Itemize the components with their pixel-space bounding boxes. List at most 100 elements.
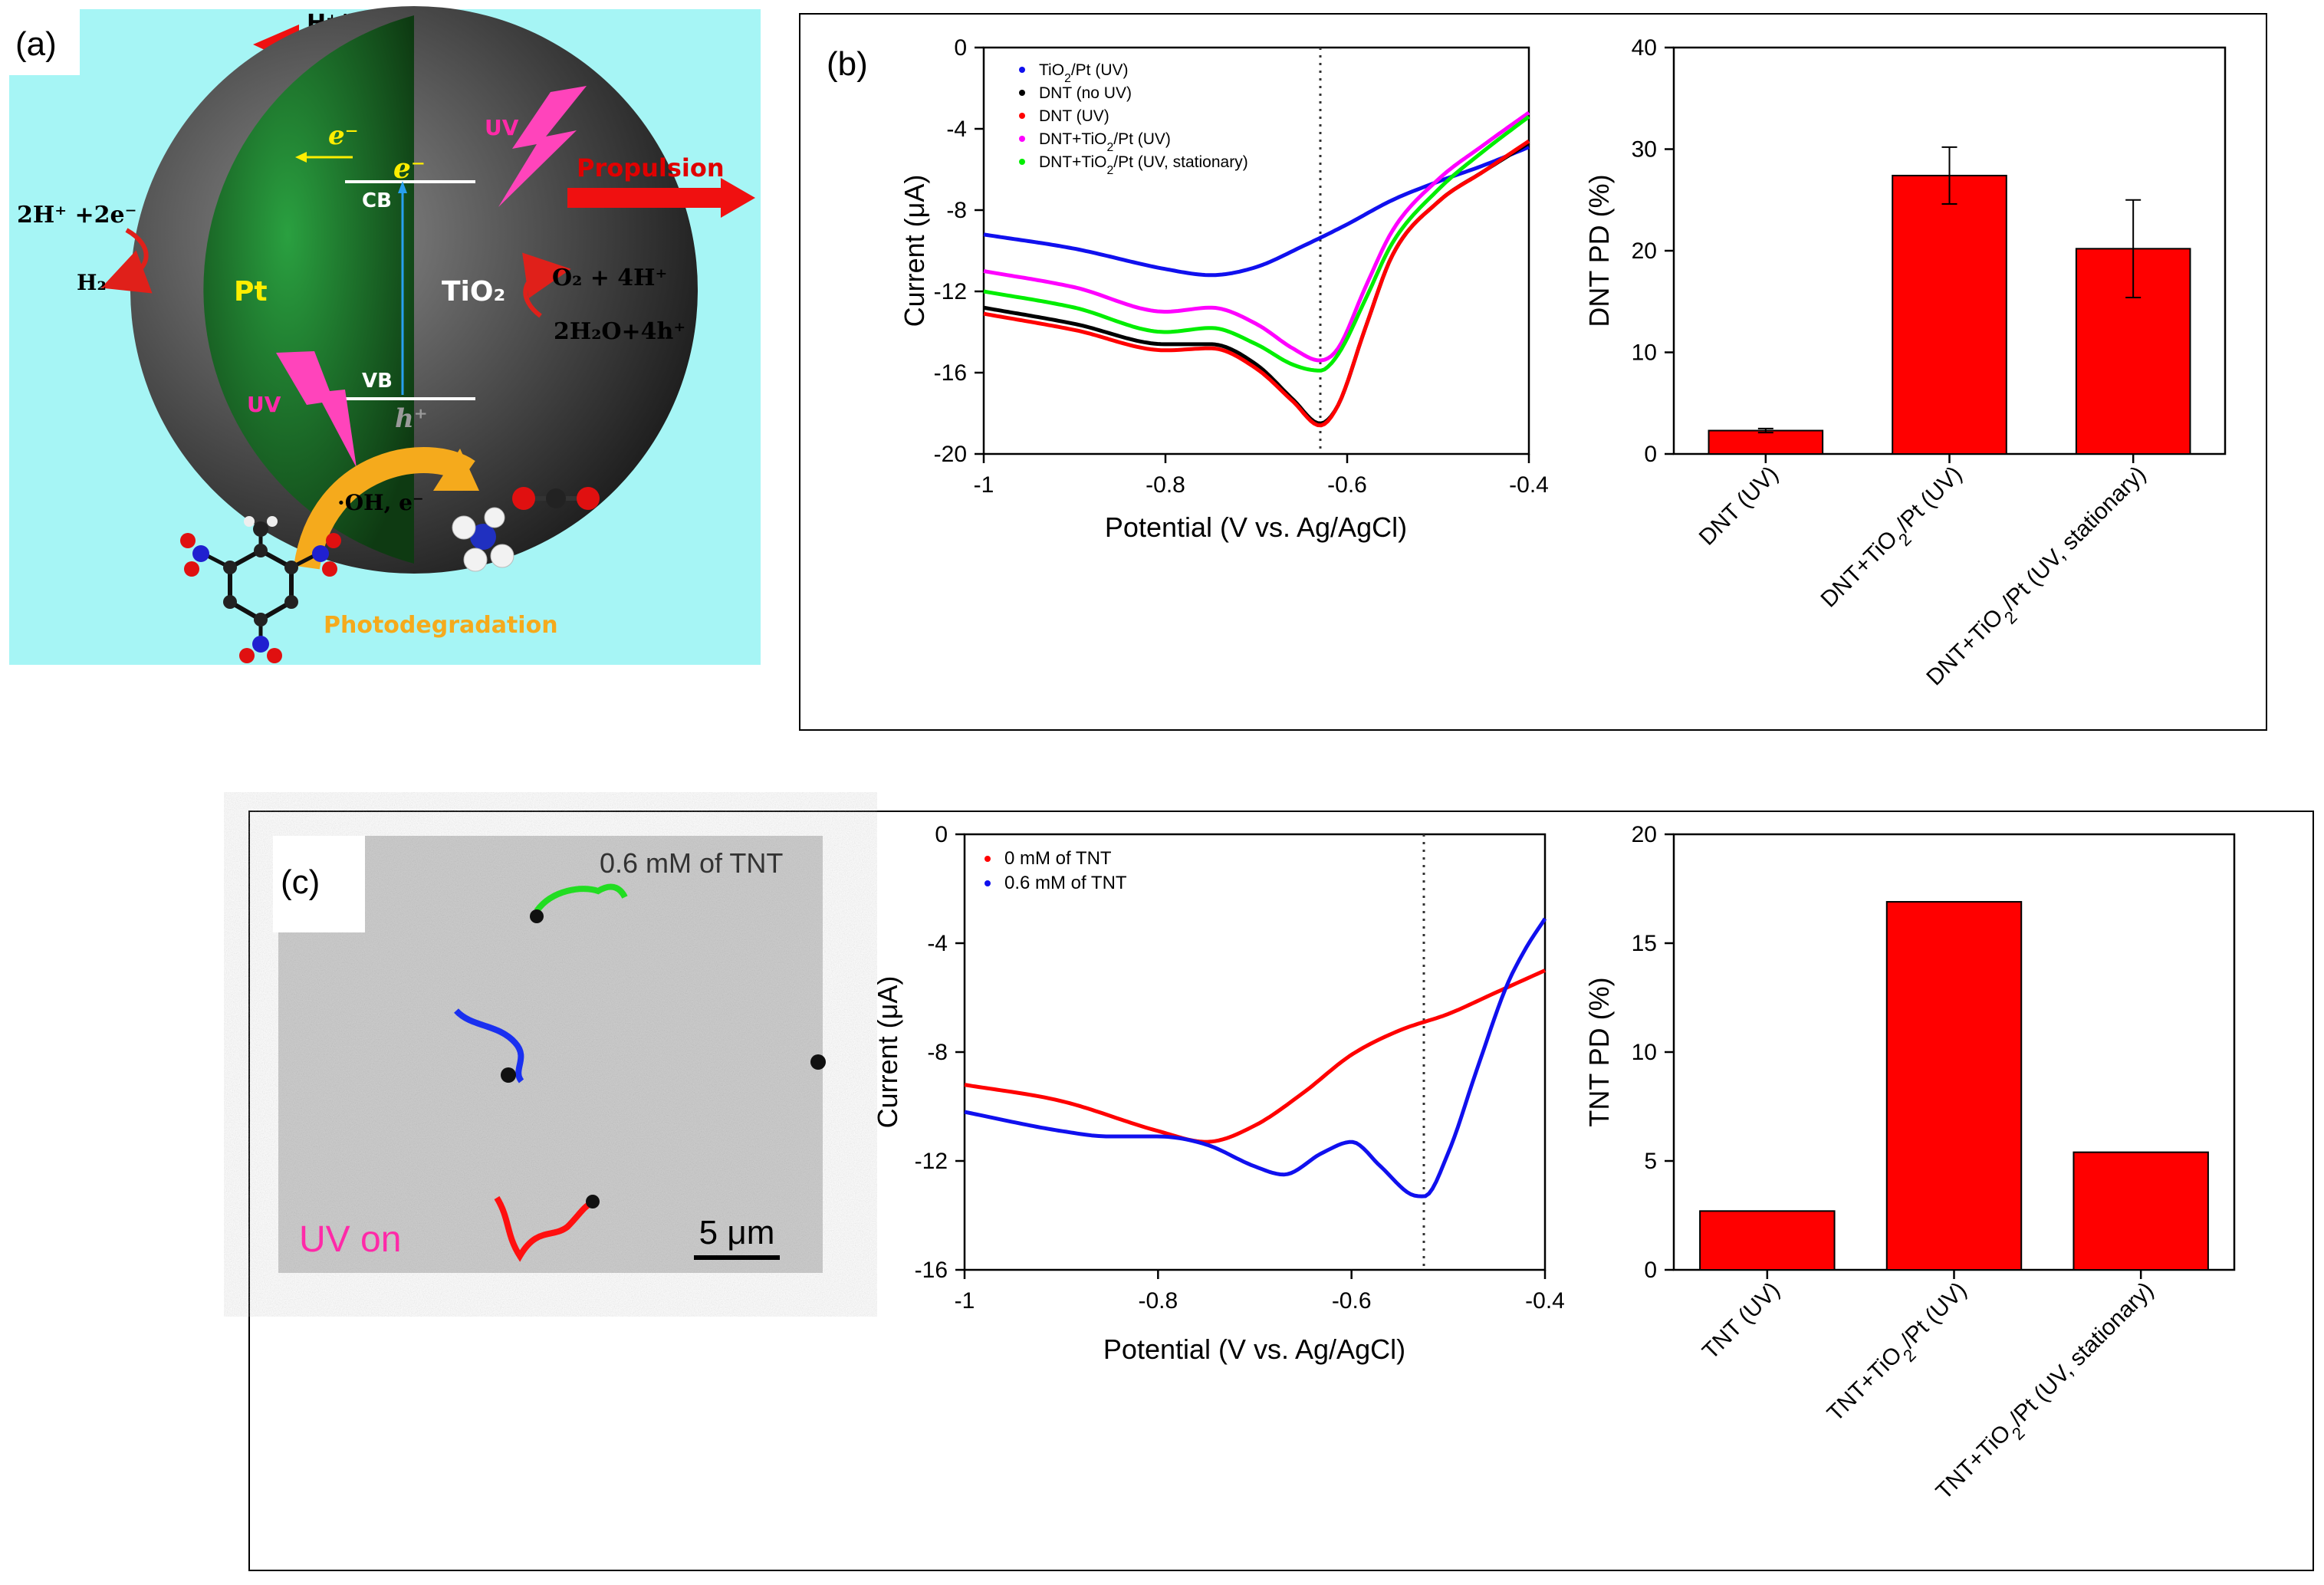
water-oxidation-label: 2H₂O+4h⁺: [554, 318, 685, 345]
vb-hole-label: h⁺: [395, 403, 428, 434]
pt-label: Pt: [234, 276, 268, 307]
y-tick-label: 0: [954, 35, 967, 61]
chart-c2-ylabel: TNT PD (%): [1583, 977, 1615, 1126]
x-tick-label: -0.6: [1327, 472, 1367, 498]
chart-b2-bars: [1708, 146, 2191, 455]
chart-b-xlabel: Potential (V vs. Ag/AgCl): [1105, 511, 1407, 543]
proton-reduction-label: 2H⁺ +2e⁻: [17, 202, 136, 229]
chart-c-series: [964, 917, 1547, 1199]
y-tick-label: -12: [915, 1149, 948, 1174]
x-tick-label: -1: [974, 472, 994, 498]
uv-lightning-bottom-icon: [276, 351, 357, 468]
chart-b-plot-area: [982, 46, 1530, 455]
photodegradation-arrow: [294, 446, 475, 570]
category-label: TNT (UV): [1698, 1278, 1785, 1365]
chart-b-legend: TiO2/Pt (UV)DNT (no UV) DNT (UV) DNT+TiO2/…: [1019, 61, 1248, 177]
y-tick-label: 20: [1632, 238, 1657, 264]
propulsion-label: Propulsion: [577, 153, 725, 183]
legend-label: DNT (UV): [1039, 107, 1109, 125]
uv-lightning-top-icon: [498, 86, 587, 207]
category-label: DNT+TiO2/Pt (UV, stationary): [1921, 462, 2156, 696]
chart-c-legend: 0 mM of TNT 0.6 mM of TNT: [984, 848, 1127, 893]
series-line: [964, 917, 1547, 1199]
bar: [1699, 1210, 1836, 1271]
x-tick-label: -1: [955, 1288, 975, 1314]
x-tick-label: -0.6: [1332, 1288, 1372, 1314]
y-tick-label: 0: [935, 822, 948, 847]
panel-label-b: (b): [827, 45, 868, 83]
chart-c-ylabel: Current (μA): [872, 976, 903, 1129]
series-line: [983, 110, 1530, 363]
chart-c-tnt-pd: 0 5 10 15 20 TNT PD (%) TNT (UV) TNT+TiO2/Pt …: [1583, 822, 2236, 1511]
panel-label-a: (a): [15, 25, 57, 63]
legend-marker: [1019, 90, 1025, 96]
particle-1: [530, 909, 544, 923]
particle-4: [586, 1195, 600, 1208]
panel-b-label-box: [805, 19, 893, 92]
chart-b2-ticks: 0 10 20 30 40: [1632, 35, 2135, 467]
cb-label: CB: [362, 189, 392, 212]
y-tick-label: 0: [1644, 442, 1657, 467]
series-line: [983, 139, 1530, 428]
panel-c: (c) 0.6 mM of TNT UV on 5 μm -1 -0.8 -0.6 -…: [248, 811, 2314, 1571]
electron-label: e⁻: [328, 120, 359, 151]
panel-b-frame: [799, 13, 2267, 731]
x-tick-label: -0.4: [1509, 472, 1549, 498]
photodegradation-arrowhead-icon: [433, 449, 479, 491]
photodegradation-label: Photodegradation: [324, 612, 558, 639]
o2-reaction-label: O₂ + 4H⁺: [552, 265, 667, 291]
chart-c-ticks: -1 -0.8 -0.6 -0.4 0 -4 -8 -12 -16: [915, 822, 1565, 1314]
propulsion-arrow-icon: [567, 178, 755, 218]
series-line: [983, 115, 1530, 373]
o2-evolution-arrow: [522, 252, 571, 318]
y-tick-label: 15: [1632, 931, 1657, 956]
category-label: DNT (UV): [1695, 462, 1783, 551]
y-tick-label: -16: [915, 1258, 948, 1283]
uv-bottom-label: UV: [247, 392, 281, 417]
chart-b-voltammogram: -1 -0.8 -0.6 -0.4 0 -4 -8 -12 -16 -20 Potential (…: [899, 35, 1549, 543]
y-tick-label: 40: [1632, 35, 1657, 61]
y-tick-label: 20: [1632, 822, 1657, 847]
y-tick-label: 10: [1632, 340, 1657, 366]
panel-label-box: [9, 9, 80, 75]
legend-marker: [1019, 136, 1025, 142]
y-tick-label: 30: [1632, 137, 1657, 163]
trajectory-green: [534, 883, 628, 913]
y-tick-label: -4: [946, 117, 967, 142]
panel-b: (b) -1 -0.8 -0.6 -0.4 0 -4 -8 -12 -16 -20 Potenti…: [799, 13, 2267, 731]
panel-label-c: (c): [281, 863, 320, 901]
oh-radical-label: ·OH, e⁻: [337, 490, 424, 515]
y-tick-label: 0: [1644, 1258, 1657, 1283]
bar: [2073, 1151, 2209, 1271]
legend-label: 0.6 mM of TNT: [1004, 873, 1127, 893]
y-tick-label: -8: [927, 1040, 948, 1065]
chart-b-ticks: -1 -0.8 -0.6 -0.4 0 -4 -8 -12 -16 -20: [934, 35, 1549, 498]
legend-marker: [1019, 67, 1025, 73]
h2-evolution-arrow: [100, 228, 153, 294]
concentration-label: 0.6 mM of TNT: [600, 847, 783, 879]
scale-bar-label: 5 μm: [699, 1214, 775, 1251]
electron-transfer-arrowhead-icon: [295, 152, 307, 163]
bar: [1885, 901, 2023, 1271]
cb-electron-label: e⁻: [393, 153, 426, 185]
chart-b2-ylabel: DNT PD (%): [1583, 174, 1615, 327]
category-label: TNT+TiO2/Pt (UV, stationary): [1931, 1278, 2165, 1511]
uv-on-label: UV on: [299, 1219, 401, 1260]
products-molecule-icon: [452, 487, 600, 572]
panel-c-label-box: [273, 836, 365, 932]
y-tick-label: -20: [934, 442, 967, 467]
x-tick-label: -0.8: [1146, 472, 1185, 498]
excitation-arrowhead-icon: [398, 181, 407, 193]
chart-b-dnt-pd: 0 10 20 30 40 DNT PD (%) DNT (UV) DNT+TiO2/Pt…: [1583, 35, 2227, 696]
legend-label: DNT (no UV): [1039, 84, 1132, 102]
h2-label: H₂: [77, 270, 107, 295]
pt-hemisphere: [203, 15, 414, 564]
chart-c2-category-labels: TNT (UV) TNT+TiO2/Pt (UV)TNT+TiO2/Pt (UV,…: [1698, 1278, 2165, 1511]
x-tick-label: -0.8: [1138, 1288, 1178, 1314]
trajectory-red: [494, 1195, 594, 1262]
category-label: DNT+TiO2/Pt (UV): [1816, 462, 1972, 618]
uv-top-label: UV: [485, 115, 519, 140]
bar: [1708, 429, 1824, 455]
micrograph: (c) 0.6 mM of TNT UV on 5 μm: [273, 836, 826, 1273]
